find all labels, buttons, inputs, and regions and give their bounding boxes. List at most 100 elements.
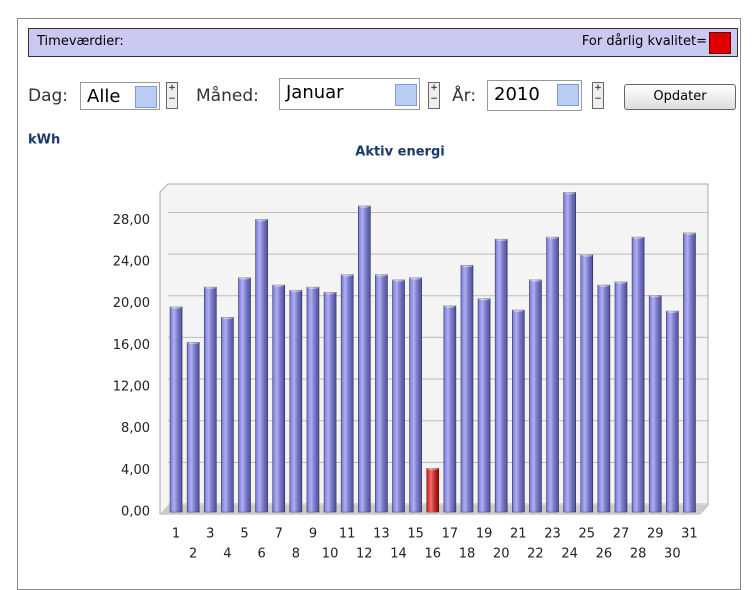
x-tick-label: 11	[339, 527, 356, 542]
x-tick-label: 26	[596, 547, 613, 562]
x-tick-label: 9	[309, 527, 317, 542]
bar-shine	[478, 298, 491, 512]
x-tick-label: 10	[322, 547, 339, 562]
bar-shine	[460, 265, 473, 512]
bar-cap	[426, 466, 439, 471]
bar-shine	[666, 311, 679, 512]
month-label: Måned:	[196, 86, 259, 106]
bar-cap	[683, 230, 696, 235]
bar-cap	[529, 277, 542, 282]
bar-cap	[495, 237, 508, 242]
bar-shine	[614, 281, 627, 512]
bar-shine	[204, 287, 217, 512]
bar-shine	[392, 279, 405, 512]
bar-shine	[512, 309, 525, 512]
bar-cap	[460, 263, 473, 268]
bar-shine	[358, 205, 371, 512]
day-select[interactable]: Alle	[80, 82, 160, 110]
y-tick-label: 12,00	[113, 380, 150, 395]
x-tick-label: 6	[257, 547, 265, 562]
bar-cap	[238, 275, 251, 280]
y-tick-label: 20,00	[113, 296, 150, 311]
bar-shine	[272, 285, 285, 512]
x-tick-label: 21	[510, 527, 527, 542]
bar-shine	[187, 342, 200, 512]
day-value: Alle	[87, 86, 121, 107]
quality-label: For dårlig kvalitet=	[581, 34, 707, 49]
bar-shine	[632, 237, 645, 512]
bar-cap	[306, 285, 319, 290]
y-axis-label: kWh	[28, 133, 60, 148]
bar-shine	[375, 274, 388, 512]
bar-cap	[255, 217, 268, 222]
x-tick-label: 30	[664, 547, 681, 562]
x-tick-label: 5	[240, 527, 248, 542]
x-tick-label: 2	[189, 547, 197, 562]
x-tick-label: 17	[442, 527, 459, 542]
x-tick-label: 23	[544, 527, 561, 542]
bar-shine	[324, 292, 337, 512]
x-tick-label: 1	[172, 527, 180, 542]
y-tick-label: 0,00	[121, 505, 150, 520]
update-button[interactable]: Opdater	[624, 84, 736, 110]
bar-cap	[375, 272, 388, 277]
bar-shine	[306, 287, 319, 512]
x-tick-label: 27	[613, 527, 630, 542]
bar-shine	[580, 254, 593, 513]
day-stepper[interactable]: + −	[166, 82, 178, 109]
x-tick-label: 15	[407, 527, 424, 542]
bar-shine	[529, 279, 542, 512]
bar-cap	[632, 235, 645, 240]
bar-shine	[341, 274, 354, 512]
month-select[interactable]: Januar	[279, 78, 420, 110]
bar-cap	[204, 285, 217, 290]
dropdown-arrow	[135, 86, 157, 108]
x-tick-label: 7	[275, 527, 283, 542]
x-tick-label: 4	[223, 547, 231, 562]
bar-cap	[221, 315, 234, 320]
x-tick-label: 12	[356, 547, 373, 562]
y-tick-label: 16,00	[113, 338, 150, 353]
bar-cap	[170, 304, 183, 309]
bar-cap	[614, 279, 627, 284]
year-stepper[interactable]: + −	[592, 82, 604, 109]
x-tick-label: 22	[527, 547, 544, 562]
bar-shine	[649, 295, 662, 512]
x-tick-label: 29	[647, 527, 664, 542]
x-tick-label: 8	[292, 547, 300, 562]
bar-shine	[563, 192, 576, 513]
bar-shine	[289, 290, 302, 512]
year-value: 2010	[494, 84, 540, 105]
y-tick-label: 24,00	[113, 255, 150, 270]
bar-cap	[580, 252, 593, 257]
x-tick-label: 3	[206, 527, 214, 542]
bar-shine	[597, 285, 610, 512]
x-tick-label: 19	[476, 527, 493, 542]
bar-cap	[563, 190, 576, 195]
bar-cap	[409, 275, 422, 280]
bar-cap	[187, 340, 200, 345]
bar-cap	[546, 235, 559, 240]
month-stepper[interactable]: + −	[428, 82, 440, 109]
year-label: År:	[452, 86, 477, 106]
bar-cap	[341, 272, 354, 277]
header-title: Timeværdier:	[37, 34, 124, 49]
y-tick-label: 8,00	[121, 421, 150, 436]
y-tick-label: 4,00	[121, 463, 150, 478]
bar-shine	[683, 232, 696, 512]
year-select[interactable]: 2010	[487, 80, 582, 111]
y-tick-label: 28,00	[113, 213, 150, 228]
bar-shine	[495, 239, 508, 512]
bar-shine	[170, 306, 183, 512]
bar-shine	[546, 237, 559, 512]
x-tick-label: 18	[459, 547, 476, 562]
bar-shine	[255, 219, 268, 512]
x-tick-label: 14	[390, 547, 407, 562]
x-tick-label: 24	[561, 547, 578, 562]
x-tick-label: 16	[424, 547, 441, 562]
bar-cap	[512, 307, 525, 312]
header: Timeværdier: For dårlig kvalitet=	[28, 28, 738, 57]
x-tick-label: 28	[630, 547, 647, 562]
